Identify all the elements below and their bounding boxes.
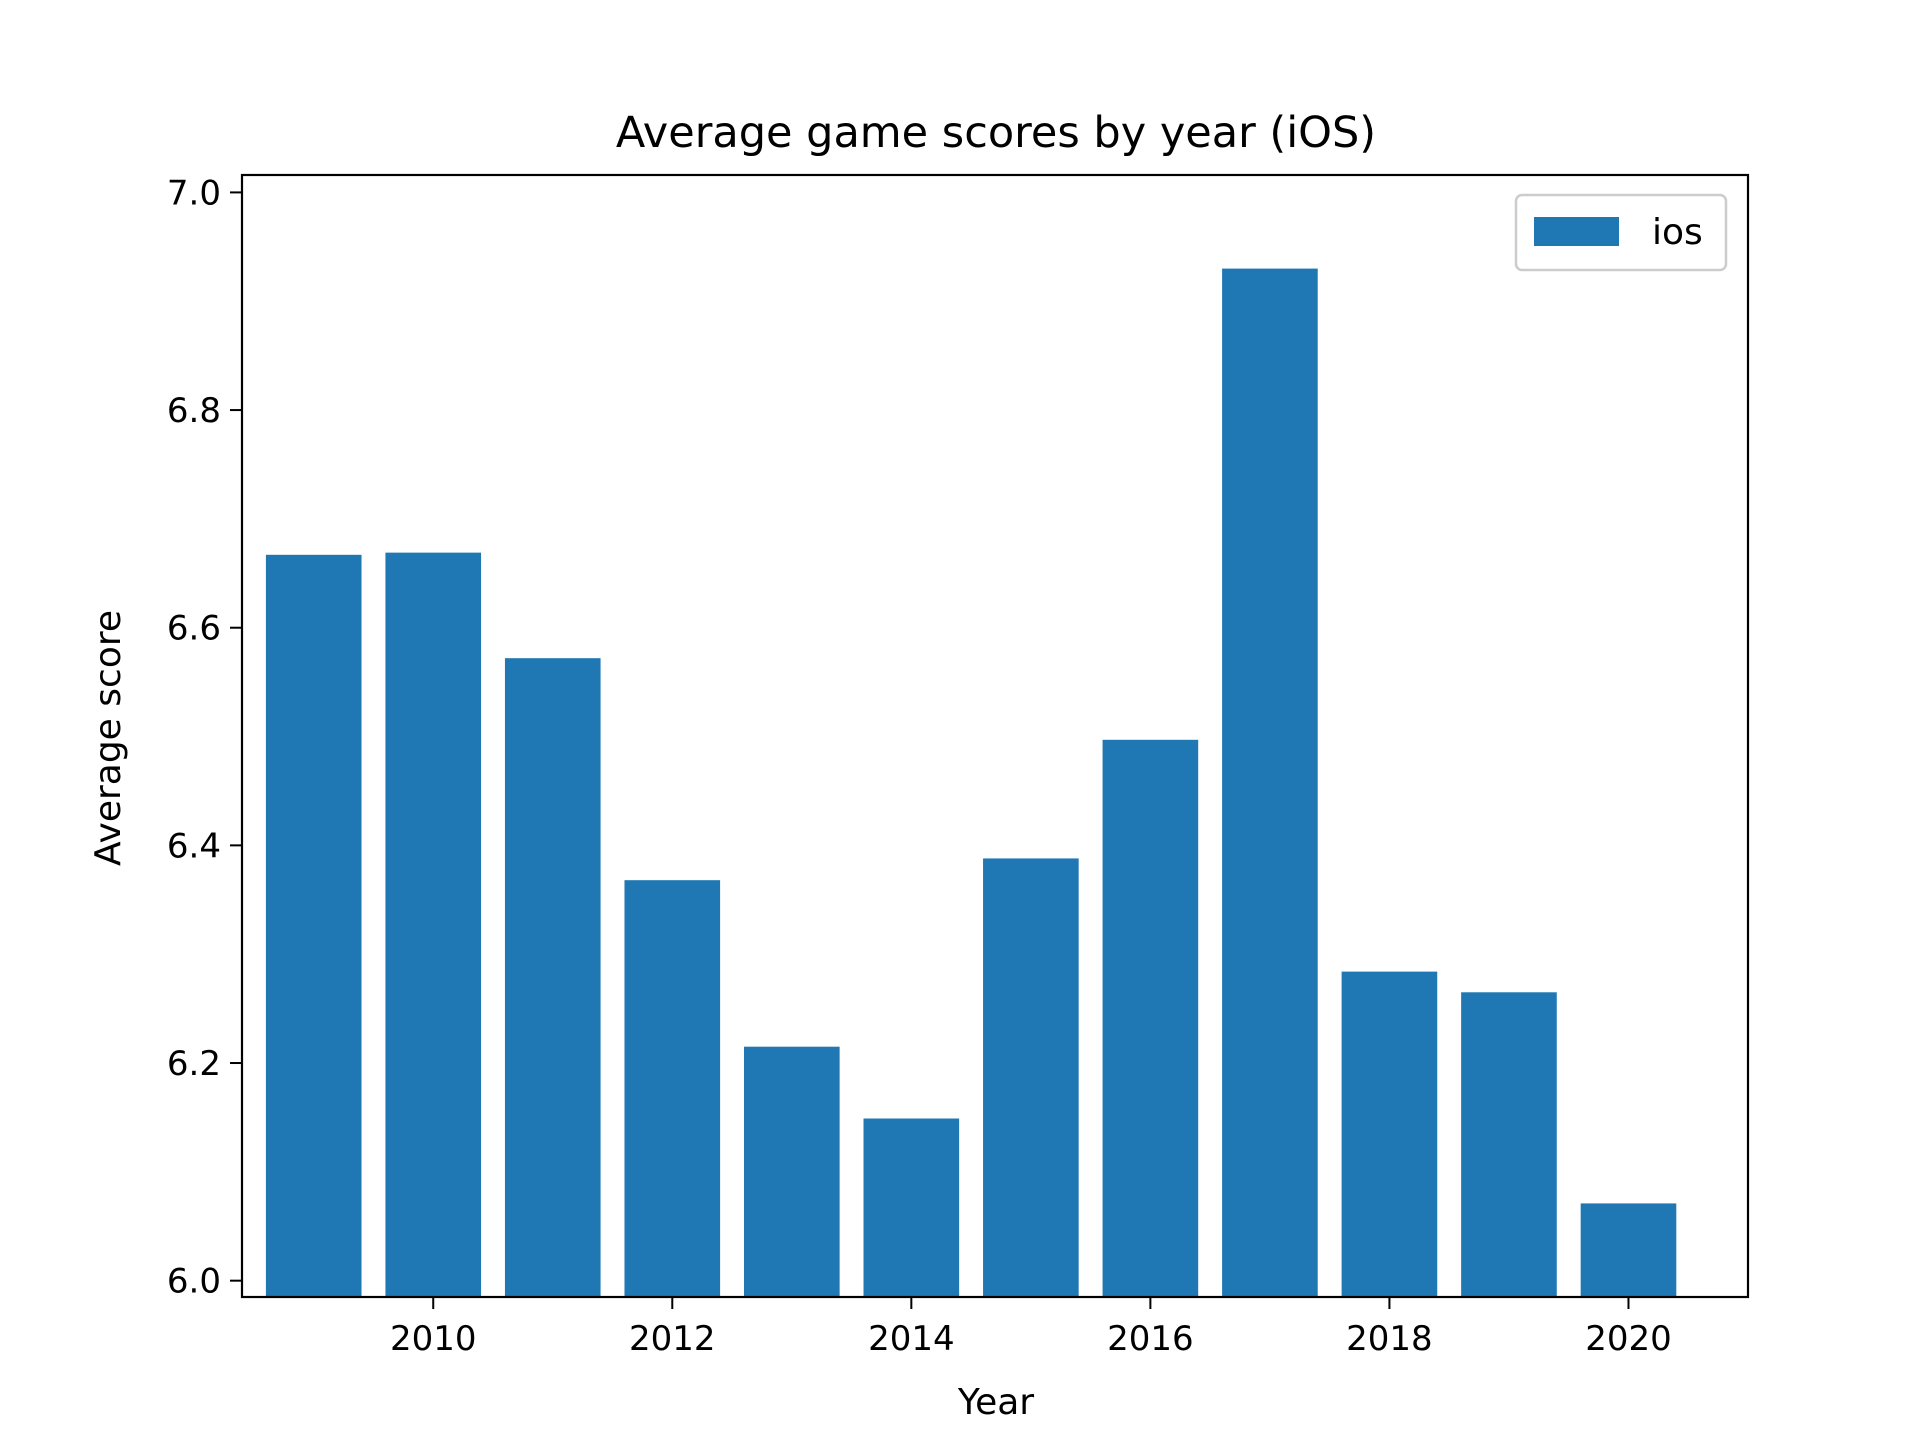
- y-tick-label-6.2: 6.2: [167, 1044, 221, 1084]
- bar-2016: [1102, 739, 1199, 1297]
- y-tick-label-6.8: 6.8: [167, 391, 221, 431]
- bar-2012: [624, 880, 721, 1297]
- bar-2009: [265, 554, 362, 1297]
- bar-2015: [983, 858, 1079, 1297]
- x-tick-label-2020: 2020: [1585, 1319, 1672, 1359]
- y-tick-label-6.6: 6.6: [167, 609, 221, 649]
- legend-label-ios: ios: [1652, 212, 1703, 253]
- bar-2017: [1222, 268, 1318, 1298]
- x-tick-label-2018: 2018: [1346, 1319, 1433, 1359]
- x-axis-label: Year: [957, 1382, 1034, 1423]
- legend-frame: [1514, 193, 1728, 272]
- chart-title: Average game scores by year (iOS): [616, 108, 1376, 158]
- x-tick-label-2016: 2016: [1107, 1319, 1194, 1359]
- bar-2014: [863, 1118, 960, 1297]
- legend: ios: [1514, 193, 1728, 272]
- y-tick-label-7.0: 7.0: [167, 173, 221, 213]
- bar-2013: [744, 1046, 840, 1297]
- plot-area: 2010 2012 2014 2016 2018 2020 6.0 6.2 6.4 6.6 6.8 7…: [167, 173, 1750, 1359]
- y-tick-label-6.0: 6.0: [167, 1262, 221, 1302]
- bar-2011: [504, 658, 601, 1297]
- bar-2020: [1580, 1203, 1677, 1297]
- bar-2010: [385, 552, 482, 1297]
- x-tick-label-2010: 2010: [390, 1319, 477, 1359]
- y-axis-label: Average score: [88, 610, 129, 866]
- axes-frame: [240, 173, 1750, 1299]
- bar-2018: [1341, 971, 1438, 1297]
- bar-2019: [1461, 992, 1557, 1297]
- y-tick-label-6.4: 6.4: [167, 826, 221, 866]
- x-tick-label-2014: 2014: [868, 1319, 955, 1359]
- x-tick-label-2012: 2012: [629, 1319, 716, 1359]
- legend-swatch-ios: [1534, 217, 1619, 246]
